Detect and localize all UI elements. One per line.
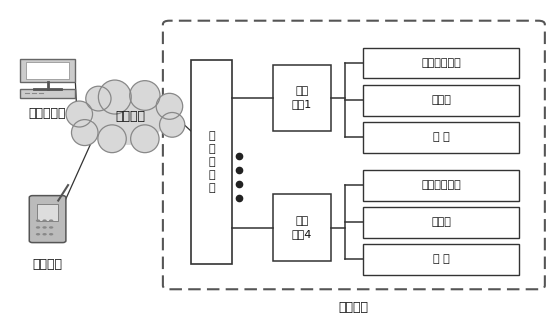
- Text: 门
禁
控
制
器: 门 禁 控 制 器: [209, 130, 215, 193]
- Text: 门禁单元: 门禁单元: [339, 301, 369, 314]
- Text: 通信单元: 通信单元: [115, 110, 145, 123]
- Circle shape: [43, 226, 47, 229]
- Text: 门禁
终端1: 门禁 终端1: [292, 86, 312, 109]
- Bar: [38, 204, 58, 221]
- Circle shape: [36, 226, 40, 229]
- Ellipse shape: [160, 113, 185, 137]
- Bar: [363, 85, 519, 115]
- Bar: [20, 59, 75, 82]
- Circle shape: [49, 226, 54, 229]
- Ellipse shape: [131, 125, 159, 153]
- Text: 门 磁: 门 磁: [433, 132, 450, 142]
- Ellipse shape: [92, 89, 165, 145]
- Ellipse shape: [98, 80, 131, 114]
- Text: 读卡器和键盘: 读卡器和键盘: [421, 58, 461, 68]
- Text: 跳码手机: 跳码手机: [33, 258, 62, 271]
- Circle shape: [49, 219, 54, 222]
- Text: 门禁
终端4: 门禁 终端4: [292, 216, 312, 239]
- Bar: [20, 89, 75, 98]
- Bar: [273, 64, 331, 131]
- Ellipse shape: [130, 81, 160, 110]
- Bar: [363, 244, 519, 275]
- Bar: [363, 207, 519, 238]
- Circle shape: [36, 219, 40, 222]
- Bar: [273, 194, 331, 261]
- Circle shape: [36, 233, 40, 235]
- Circle shape: [43, 219, 47, 222]
- Bar: [363, 170, 519, 201]
- Text: 门 磁: 门 磁: [433, 254, 450, 264]
- Ellipse shape: [86, 86, 111, 111]
- Circle shape: [49, 233, 54, 235]
- Ellipse shape: [66, 101, 93, 127]
- Text: 门禁服务器: 门禁服务器: [29, 107, 66, 120]
- Bar: [363, 122, 519, 153]
- Bar: [26, 62, 70, 79]
- Bar: [192, 60, 232, 264]
- FancyBboxPatch shape: [29, 196, 66, 242]
- Text: 读卡器和键盘: 读卡器和键盘: [421, 180, 461, 190]
- Ellipse shape: [98, 125, 126, 153]
- Ellipse shape: [71, 120, 98, 145]
- Text: 电控锁: 电控锁: [431, 95, 451, 105]
- Text: 电控锁: 电控锁: [431, 217, 451, 227]
- Ellipse shape: [156, 93, 183, 119]
- Bar: [363, 48, 519, 78]
- Circle shape: [43, 233, 47, 235]
